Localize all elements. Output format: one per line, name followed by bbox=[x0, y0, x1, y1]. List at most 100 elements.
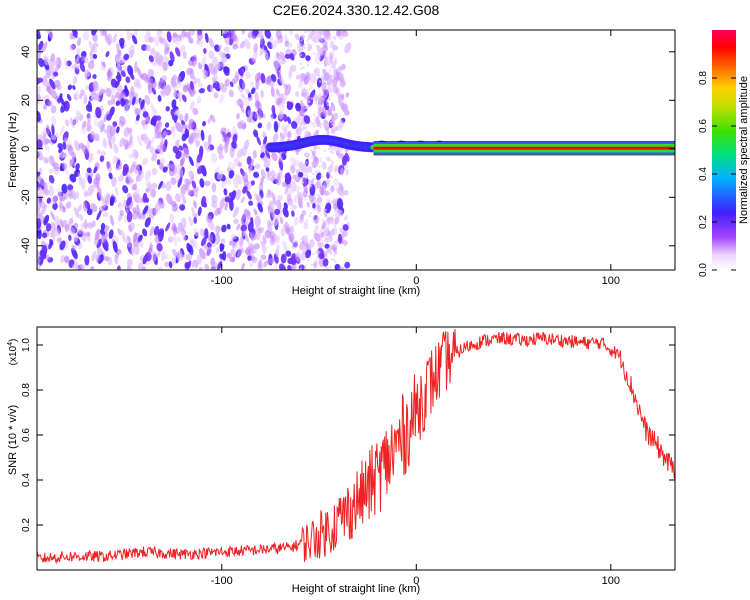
noise-blob bbox=[44, 138, 51, 144]
noise-blob bbox=[260, 169, 266, 179]
noise-speck bbox=[327, 181, 330, 184]
noise-blob bbox=[80, 127, 87, 134]
noise-blob bbox=[43, 55, 49, 62]
noise-blob bbox=[105, 51, 110, 58]
noise-blob bbox=[334, 216, 340, 225]
noise-speck bbox=[323, 78, 326, 81]
noise-blob bbox=[231, 162, 236, 171]
noise-blob bbox=[97, 185, 102, 195]
noise-blob bbox=[222, 250, 227, 261]
noise-blob bbox=[44, 72, 52, 79]
noise-speck bbox=[304, 97, 307, 100]
noise-speck bbox=[332, 89, 335, 92]
noise-blob bbox=[59, 240, 66, 251]
noise-blob bbox=[71, 247, 78, 259]
noise-blob bbox=[182, 84, 189, 93]
noise-blob bbox=[167, 236, 174, 243]
noise-blob bbox=[260, 254, 267, 260]
noise-blob bbox=[314, 258, 320, 267]
noise-blob bbox=[312, 214, 319, 224]
noise-blob bbox=[80, 89, 85, 96]
noise-blob bbox=[152, 107, 158, 116]
noise-blob bbox=[272, 132, 279, 143]
noise-speck bbox=[314, 93, 317, 96]
noise-blob bbox=[231, 254, 236, 263]
noise-speck bbox=[320, 123, 323, 126]
noise-blob bbox=[307, 44, 313, 52]
noise-blob bbox=[80, 50, 87, 59]
noise-blob bbox=[278, 74, 285, 86]
noise-blob bbox=[237, 121, 244, 129]
noise-speck bbox=[327, 234, 330, 237]
noise-blob bbox=[271, 192, 276, 201]
noise-blob bbox=[279, 263, 286, 270]
noise-blob bbox=[95, 253, 100, 263]
noise-blob bbox=[298, 121, 304, 127]
noise-blob bbox=[141, 119, 147, 126]
noise-speck bbox=[317, 170, 320, 173]
noise-blob bbox=[330, 128, 336, 134]
noise-speck bbox=[302, 126, 305, 129]
noise-blob bbox=[136, 135, 143, 147]
noise-blob bbox=[224, 36, 230, 46]
noise-blob bbox=[138, 240, 144, 249]
noise-blob bbox=[215, 60, 220, 69]
noise-blob bbox=[173, 88, 178, 99]
noise-speck bbox=[334, 37, 337, 40]
noise-blob bbox=[175, 193, 182, 203]
noise-blob bbox=[119, 137, 125, 148]
noise-blob bbox=[165, 253, 170, 260]
noise-speck bbox=[328, 98, 331, 101]
noise-blob bbox=[257, 122, 263, 129]
noise-blob bbox=[230, 233, 237, 240]
noise-blob bbox=[287, 130, 292, 139]
noise-blob bbox=[209, 85, 215, 95]
noise-blob bbox=[321, 107, 328, 118]
noise-blob bbox=[45, 223, 52, 232]
spectrogram-ytick-label: 20 bbox=[20, 94, 32, 106]
noise-blob bbox=[77, 242, 83, 250]
noise-blob bbox=[114, 254, 118, 265]
noise-blob bbox=[74, 140, 81, 151]
noise-blob bbox=[116, 42, 120, 49]
noise-blob bbox=[233, 177, 239, 189]
noise-blob bbox=[171, 114, 176, 121]
noise-blob bbox=[231, 31, 237, 42]
noise-blob bbox=[288, 225, 295, 237]
noise-blob bbox=[285, 250, 292, 257]
noise-speck bbox=[314, 251, 317, 254]
noise-blob bbox=[164, 261, 170, 268]
noise-blob bbox=[264, 30, 272, 39]
noise-blob bbox=[160, 83, 166, 95]
noise-blob bbox=[323, 72, 330, 81]
noise-blob bbox=[96, 238, 102, 249]
noise-blob bbox=[204, 263, 210, 270]
noise-blob bbox=[174, 113, 178, 124]
noise-blob bbox=[116, 265, 121, 270]
noise-speck bbox=[327, 147, 330, 150]
noise-blob bbox=[142, 205, 149, 216]
noise-blob bbox=[184, 112, 189, 122]
noise-speck bbox=[323, 188, 326, 191]
noise-speck bbox=[300, 99, 303, 102]
noise-speck bbox=[334, 261, 337, 264]
noise-blob bbox=[137, 170, 144, 182]
noise-blob bbox=[142, 157, 148, 166]
noise-blob bbox=[128, 135, 133, 146]
noise-blob bbox=[332, 198, 336, 206]
noise-blob bbox=[303, 129, 310, 139]
noise-blob bbox=[188, 36, 194, 44]
noise-speck bbox=[303, 154, 306, 157]
noise-speck bbox=[314, 102, 317, 105]
noise-blob bbox=[268, 258, 275, 264]
noise-blob bbox=[221, 30, 228, 34]
noise-blob bbox=[106, 113, 112, 121]
noise-blob bbox=[79, 214, 84, 221]
noise-blob bbox=[67, 84, 73, 91]
noise-blob bbox=[179, 158, 184, 167]
noise-blob bbox=[224, 201, 229, 211]
noise-blob bbox=[208, 50, 215, 60]
noise-blob bbox=[43, 156, 49, 164]
noise-blob bbox=[178, 92, 182, 102]
noise-blob bbox=[337, 72, 344, 80]
